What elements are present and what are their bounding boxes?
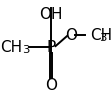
Text: O: O [45, 78, 57, 93]
Text: O: O [65, 28, 77, 43]
Text: 3: 3 [23, 45, 30, 55]
Text: CH: CH [90, 28, 112, 43]
Text: OH: OH [40, 7, 63, 22]
Text: 3: 3 [99, 33, 106, 43]
Text: CH: CH [0, 39, 22, 55]
Text: P: P [47, 39, 56, 55]
